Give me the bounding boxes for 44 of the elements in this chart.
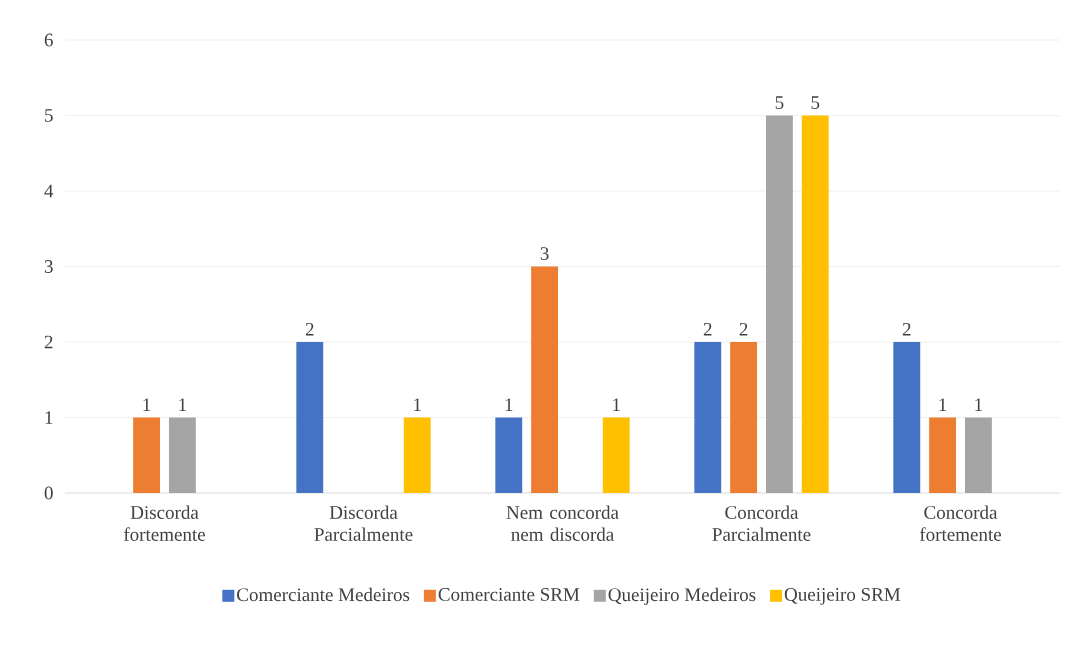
bar: [133, 417, 161, 493]
y-tick-label: 2: [44, 335, 53, 349]
data-label: 2: [902, 322, 911, 336]
legend-label: Queijeiro Medeiros: [608, 587, 756, 606]
data-label: 1: [613, 398, 620, 411]
legend-label: Comerciante SRM: [438, 588, 580, 601]
data-label: 2: [305, 322, 314, 336]
bar: [964, 417, 992, 493]
bar: [694, 342, 722, 493]
bar: [602, 417, 630, 493]
bar: [929, 417, 957, 493]
bar: [168, 417, 196, 493]
data-label: 1: [975, 398, 983, 411]
bar: [801, 115, 829, 493]
legend-label: Queijeiro SRM: [784, 588, 901, 605]
legend-label: Comerciante Medeiros: [237, 587, 410, 602]
data-label: 5: [811, 96, 820, 109]
bar: [765, 115, 793, 493]
y-tick-label: 0: [44, 486, 53, 500]
x-tick-label: Concorda fortemente: [919, 505, 1002, 541]
data-label: 1: [939, 398, 947, 411]
y-tick-label: 6: [44, 33, 53, 47]
data-label: 5: [775, 96, 784, 109]
x-tick-label: Nem concorda nem discorda: [506, 505, 619, 541]
y-tick-label: 4: [44, 184, 54, 198]
bar: [495, 417, 523, 493]
bar: [893, 342, 921, 493]
data-label: 3: [540, 247, 549, 260]
data-label: 2: [703, 322, 712, 336]
y-tick-label: 5: [45, 109, 53, 122]
bar: [296, 342, 324, 493]
data-label: 1: [414, 398, 421, 411]
x-tick-label: Discorda Parcialmente: [314, 505, 413, 541]
data-label: 1: [143, 398, 151, 411]
bar: [403, 417, 431, 493]
data-label: 2: [739, 322, 748, 336]
data-label: 1: [505, 398, 513, 411]
y-tick-label: 1: [45, 411, 53, 424]
data-label: 1: [179, 398, 187, 411]
bar: [730, 342, 758, 493]
bar: [531, 266, 559, 493]
x-tick-label: Concorda Parcialmente: [712, 505, 811, 541]
x-tick-label: Discorda fortemente: [123, 505, 206, 541]
y-tick-label: 3: [44, 260, 53, 273]
